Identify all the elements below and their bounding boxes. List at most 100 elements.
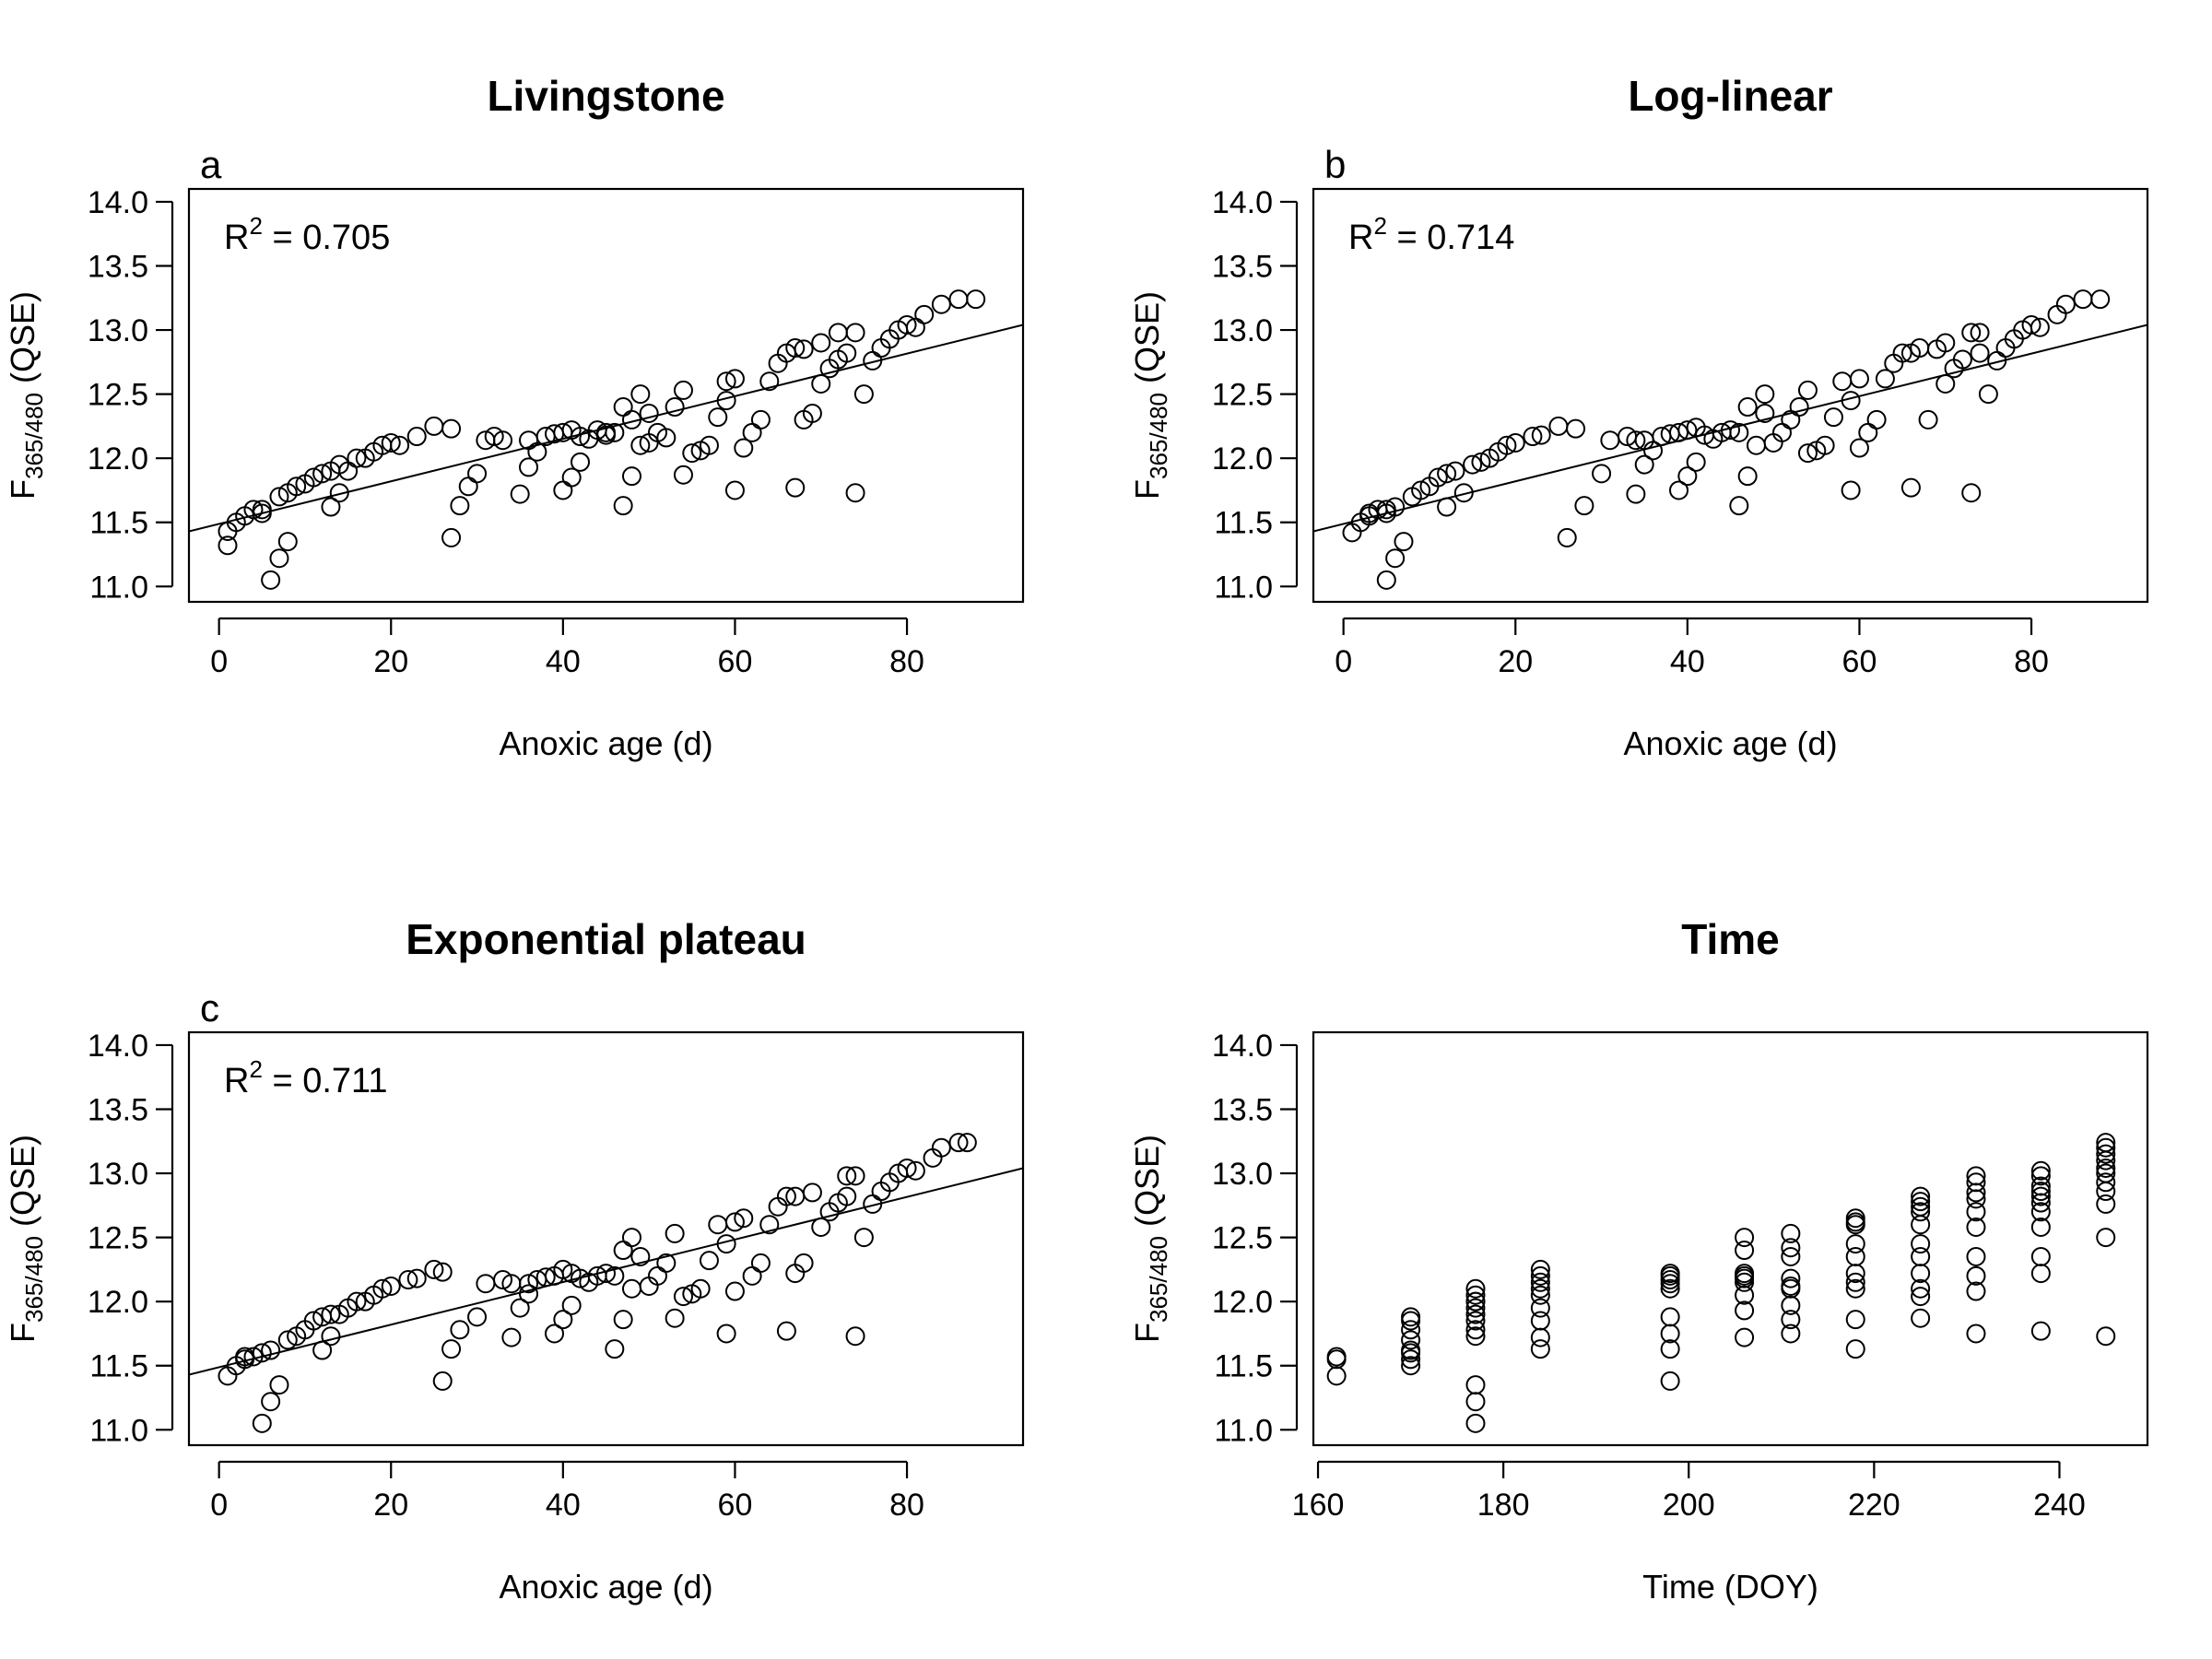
data-point — [1781, 1223, 1801, 1243]
data-point — [596, 425, 616, 445]
data-point — [424, 1259, 444, 1279]
data-point — [845, 1166, 865, 1186]
data-point — [621, 1228, 641, 1248]
data-point — [716, 1234, 736, 1254]
data-point — [613, 496, 633, 516]
data-point — [1849, 438, 1869, 458]
data-point — [1401, 1330, 1421, 1350]
data-point — [519, 1284, 539, 1304]
data-point — [811, 333, 831, 353]
data-point — [1394, 532, 1414, 552]
data-point — [1966, 1324, 1986, 1344]
data-point — [467, 1307, 488, 1327]
y-tick-label: 13.0 — [88, 313, 148, 348]
data-point — [1781, 1324, 1801, 1344]
data-point — [406, 1268, 427, 1288]
data-point — [605, 1339, 625, 1359]
y-tick-label: 11.5 — [1214, 506, 1273, 541]
data-point — [1530, 1259, 1550, 1279]
data-point — [776, 1321, 796, 1341]
data-point — [493, 1270, 513, 1290]
data-point — [1781, 1246, 1801, 1266]
data-point — [243, 500, 264, 520]
data-point — [802, 1182, 822, 1203]
data-point — [321, 497, 341, 517]
data-point — [931, 1137, 951, 1158]
data-point — [1445, 461, 1465, 481]
data-point — [724, 1212, 745, 1232]
data-point — [1970, 343, 1990, 363]
data-point — [605, 422, 625, 442]
data-point — [381, 432, 401, 453]
data-point — [1376, 570, 1396, 590]
data-point — [519, 1274, 539, 1294]
data-point — [1849, 369, 1869, 389]
data-point — [2021, 314, 2041, 335]
data-point — [1966, 1246, 1986, 1266]
data-point — [1936, 333, 1956, 353]
data-point — [613, 1310, 633, 1330]
data-point — [794, 1253, 814, 1273]
chart-panel-1: Livingstone a 0 20 40 60 80 11.0 11.5 12.0 12.5 13.… — [4, 72, 1025, 762]
y-tick-label: 13.5 — [1212, 249, 1273, 284]
data-point — [1875, 369, 1895, 389]
data-point — [1735, 1228, 1755, 1248]
data-point — [1961, 323, 1982, 343]
data-point — [510, 1298, 530, 1318]
data-point — [1660, 1307, 1680, 1327]
data-point — [1845, 1234, 1865, 1254]
data-point — [759, 1215, 780, 1235]
data-point — [1530, 1265, 1550, 1286]
data-point — [1737, 466, 1758, 487]
data-point — [1735, 1327, 1755, 1347]
data-point — [1465, 1291, 1486, 1312]
y-tick-label: 11.5 — [89, 506, 148, 541]
r-squared-exponent: 2 — [249, 212, 262, 240]
data-point — [406, 427, 427, 447]
data-point — [2030, 317, 2050, 337]
fit-line — [1313, 324, 2147, 533]
chart-title: Time — [1681, 915, 1780, 963]
data-point — [2096, 1144, 2116, 1164]
data-point — [1911, 1192, 1931, 1212]
y-tick-label: 11.5 — [89, 1349, 148, 1384]
chart-title: Log-linear — [1628, 72, 1832, 120]
data-point — [321, 1304, 341, 1324]
data-point — [1781, 1268, 1801, 1288]
data-point — [1531, 425, 1551, 445]
y-axis-label: F365/480 (QSE) — [4, 291, 48, 500]
data-point — [1530, 1272, 1550, 1292]
data-point — [1677, 466, 1698, 487]
data-point — [1453, 483, 1474, 503]
y-tick-label: 12.0 — [88, 441, 148, 477]
data-point — [1669, 480, 1689, 500]
data-point — [571, 427, 591, 447]
data-point — [759, 371, 780, 392]
x-tick-label: 240 — [2033, 1488, 2086, 1523]
data-point — [441, 418, 462, 439]
data-point — [2030, 1182, 2051, 1202]
y-tick-label: 13.0 — [1212, 1157, 1273, 1192]
data-point — [802, 403, 822, 423]
data-point — [1465, 1285, 1486, 1305]
data-point — [2030, 1166, 2051, 1186]
data-point — [2090, 289, 2111, 310]
data-point — [724, 369, 745, 389]
data-point — [665, 1308, 685, 1328]
data-point — [734, 1208, 754, 1229]
data-point — [1530, 1311, 1550, 1331]
data-point — [931, 294, 951, 314]
data-point — [218, 535, 238, 556]
data-point — [957, 1133, 977, 1153]
data-point — [1936, 373, 1956, 394]
data-point — [1737, 397, 1758, 418]
data-point — [372, 1278, 393, 1299]
data-point — [1735, 1241, 1755, 1261]
data-point — [1721, 420, 1740, 441]
data-point — [1530, 1298, 1550, 1318]
data-point — [398, 1270, 418, 1290]
y-tick-label: 12.5 — [1212, 378, 1273, 413]
data-point — [1815, 435, 1835, 455]
data-point — [716, 391, 736, 411]
